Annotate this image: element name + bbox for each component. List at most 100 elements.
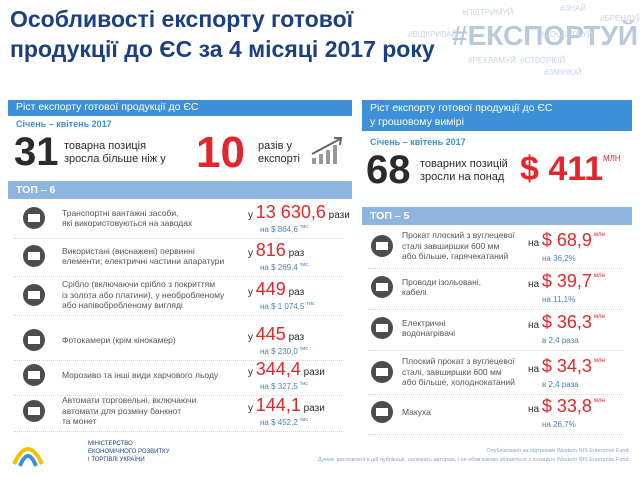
- sub-value: на $ 230,0: [260, 347, 298, 356]
- item-label: Макуха: [402, 406, 431, 417]
- item-label: водонагрівачі: [402, 328, 456, 338]
- value-prefix: у: [248, 367, 253, 378]
- item-value: на $ 33,8 млн: [528, 396, 605, 417]
- item-icon: [23, 207, 45, 229]
- item-label: Проводи ізольовані,: [402, 276, 482, 287]
- disclaimer: Опубліковано за підтримки Western NIS En…: [486, 448, 630, 454]
- divider: [14, 276, 344, 277]
- item-sub: на $ 1 074,5 тис: [260, 301, 315, 311]
- amount: $ 411: [520, 150, 604, 188]
- divider: [14, 360, 344, 361]
- item-label: Фотокамери (крім кінокамер): [62, 334, 176, 345]
- sub-unit: тис: [299, 346, 309, 352]
- hashtag: #ЕКСПОРТУЙ: [452, 20, 639, 51]
- divider: [14, 395, 344, 396]
- item-sub: в 2,4 раза: [542, 336, 579, 345]
- item-icon: [23, 329, 45, 351]
- item-value: у 445 раз: [248, 324, 304, 345]
- top-heading: ТОП – 5: [362, 207, 632, 225]
- amount-unit: МЛН: [603, 154, 621, 163]
- item-icon: [371, 235, 393, 257]
- factor-text: експорті: [258, 153, 300, 165]
- value-unit: млн: [593, 398, 605, 404]
- value-unit: раз: [288, 287, 305, 298]
- value-prefix: у: [248, 403, 253, 414]
- divider: [368, 434, 624, 435]
- heading-text: Ріст експорту готової продукції до ЄС: [370, 102, 553, 114]
- item-value: у 449 раз: [248, 279, 304, 300]
- value-unit: рази: [328, 210, 350, 221]
- disclaimer: Думки, висловлені в цій публікації, нале…: [317, 457, 630, 463]
- value: 13 630,6: [255, 202, 326, 222]
- item-sub: на $ 452,2 тис: [260, 417, 308, 427]
- count: 68: [366, 148, 411, 192]
- sub-value: на $ 864,6: [260, 225, 298, 234]
- period: Січень – квітень 2017: [370, 137, 466, 147]
- value: 144,1: [255, 395, 301, 415]
- item-label: та монет: [62, 416, 97, 427]
- title-line: Особливості експорту готової: [10, 6, 354, 32]
- sub-value: на $ 1 074,5: [260, 302, 305, 311]
- item-icon: [371, 276, 393, 298]
- item-label: Морозиво та інші види харчового льоду: [62, 369, 219, 380]
- item-value: у 144,1 рази: [248, 395, 325, 416]
- item-value: на $ 68,9 млн: [528, 230, 605, 251]
- count: 31: [14, 130, 59, 174]
- divider: [14, 238, 344, 239]
- sub-value: на $ 452,2: [260, 418, 298, 427]
- top-heading: ТОП – 6: [8, 181, 352, 199]
- divider: [368, 394, 624, 395]
- value-prefix: у: [248, 210, 253, 221]
- tag: #БРЕНДУЙ: [600, 14, 640, 23]
- item-value: у 344,4 рази: [248, 359, 325, 380]
- item-value: на $ 34,3 млн: [528, 356, 605, 377]
- value: $ 39,7: [541, 271, 592, 291]
- item-label: Прокат плоский з вуглецевої: [402, 230, 515, 241]
- item-sub: на 26,7%: [542, 420, 576, 429]
- item-label: автомати для розміну банкнот: [62, 405, 182, 416]
- item-sub: на 11,1%: [542, 295, 576, 304]
- item-sub: на 36,2%: [542, 254, 576, 263]
- item-sub: на $ 327,5 тис: [260, 381, 308, 391]
- item-value: на $ 39,7 млн: [528, 271, 605, 292]
- tag: #ЗМІНЮЙ: [544, 68, 582, 77]
- item-sub: на $ 864,6 тис: [260, 224, 308, 234]
- item-label: із золота або платини), у необробленому: [62, 289, 225, 300]
- item-label: які використовуються на заводах: [62, 218, 193, 228]
- value: 344,4: [255, 359, 301, 379]
- divider: [368, 309, 624, 310]
- value-unit: рази: [303, 367, 325, 378]
- sub-unit: тис: [299, 262, 309, 268]
- value-unit: млн: [593, 314, 605, 320]
- item-sub: в 2,4 раза: [542, 380, 579, 389]
- tag: #СТВОРЮЙ: [520, 56, 566, 65]
- value-prefix: у: [248, 287, 253, 298]
- value-prefix: у: [248, 332, 253, 343]
- item-icon: [23, 284, 45, 306]
- value: $ 36,3: [541, 312, 592, 332]
- item-label: Срібло (включаючи срібло з покриттям: [62, 279, 216, 290]
- value-prefix: на: [528, 238, 540, 249]
- title-line: продукції до ЄС за 4 місяці 2017 року: [10, 36, 435, 62]
- panel-heading: Ріст експорту готової продукції до ЄС: [8, 100, 352, 116]
- item-label: або напівобробленому вигляді: [62, 300, 183, 311]
- tag: #ЗНАЙ: [560, 4, 587, 13]
- value-unit: млн: [593, 273, 605, 279]
- item-icon: [371, 401, 393, 423]
- sub-unit: тис: [299, 381, 309, 387]
- divider: [368, 350, 624, 351]
- sub-value: на $ 327,5: [260, 382, 298, 391]
- factor-text: разів у: [258, 140, 292, 152]
- item-value: на $ 36,3 млн: [528, 312, 605, 333]
- value-unit: млн: [593, 232, 605, 238]
- item-value: у 13 630,6 рази: [248, 202, 350, 223]
- value-unit: рази: [303, 403, 325, 414]
- count-text: товарна позиція: [64, 140, 147, 152]
- value: 445: [255, 324, 286, 344]
- sub-unit: тис: [299, 224, 309, 230]
- item-icon: [371, 361, 393, 383]
- value-prefix: на: [528, 404, 540, 415]
- item-label: Автомати торговельні, включаючи: [62, 395, 197, 406]
- sub-value: на $ 269,4: [260, 263, 298, 272]
